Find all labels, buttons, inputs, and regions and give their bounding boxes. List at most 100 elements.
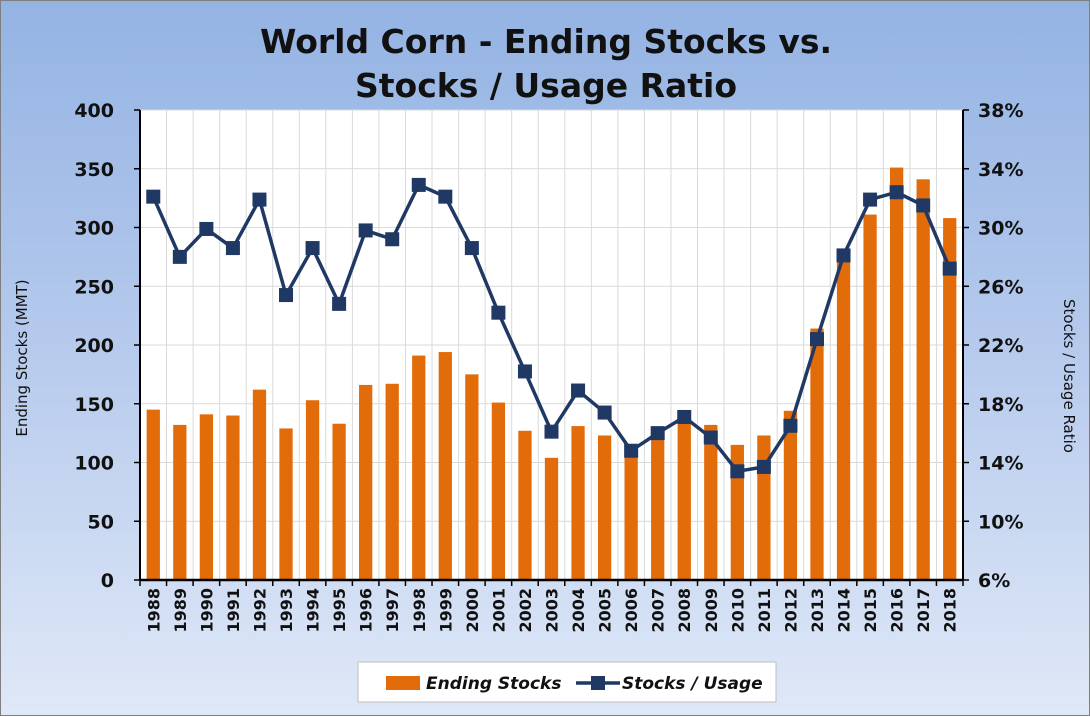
point-1999	[438, 189, 453, 204]
point-2017	[916, 198, 931, 213]
bar-2014	[836, 254, 851, 580]
x-tick-1995: 1995	[330, 588, 349, 633]
bar-2008	[677, 415, 691, 580]
legend-label-ending-stocks: Ending Stocks	[426, 674, 561, 694]
x-tick-2003: 2003	[543, 588, 562, 633]
bar-2004	[571, 426, 585, 580]
bar-2005	[597, 435, 612, 580]
y-right-tick-22%: 22%	[978, 335, 1023, 357]
legend-marker-stocks-usage	[591, 676, 605, 690]
y-right-tick-14%: 14%	[978, 453, 1023, 475]
y-left-tick-100: 100	[74, 453, 114, 475]
bar-1988	[146, 409, 160, 580]
y-right-tick-18%: 18%	[978, 394, 1023, 416]
point-2001	[491, 305, 506, 320]
y-right-tick-30%: 30%	[978, 218, 1023, 240]
x-tick-2006: 2006	[622, 588, 641, 633]
bar-1989	[173, 424, 187, 580]
x-tick-1988: 1988	[144, 588, 163, 633]
x-axis-ticks: 1988 1989 1990 1991 1992 1993 1994 1995 1996 1997…	[144, 588, 959, 633]
bar-2010	[730, 444, 744, 580]
gridlines	[140, 109, 963, 580]
bar-1996	[359, 384, 373, 580]
point-2004	[571, 383, 586, 398]
point-2013	[809, 332, 824, 347]
x-tick-2012: 2012	[781, 588, 800, 633]
point-2003	[544, 424, 559, 439]
bar-2018	[943, 218, 957, 580]
y-right-tick-38%: 38%	[978, 100, 1023, 122]
line-stocks-usage	[146, 177, 957, 479]
point-1991	[225, 241, 240, 256]
x-tick-2018: 2018	[941, 588, 960, 633]
bar-2012	[783, 410, 798, 580]
y-left-tick-50: 50	[88, 511, 114, 533]
y-right-tick-34%: 34%	[978, 159, 1023, 181]
point-1997	[385, 232, 400, 247]
bar-1998	[412, 355, 426, 580]
bar-1997	[385, 383, 399, 580]
x-tick-1996: 1996	[357, 588, 376, 633]
y-right-tick-6%: 6%	[978, 570, 1010, 592]
point-2005	[597, 405, 612, 420]
bar-2001	[491, 402, 506, 580]
point-1989	[172, 249, 187, 264]
bar-2016	[889, 167, 904, 580]
y-left-tick-250: 250	[74, 276, 114, 298]
y-left-tick-350: 350	[74, 159, 114, 181]
bar-2003	[544, 457, 559, 580]
point-2010	[730, 464, 745, 479]
x-tick-1998: 1998	[410, 588, 429, 633]
bar-2009	[704, 424, 718, 580]
point-2012	[783, 418, 798, 433]
bar-2000	[465, 374, 479, 580]
point-1998	[411, 177, 426, 192]
bar-2013	[810, 328, 824, 580]
point-2016	[889, 185, 904, 200]
x-tick-1990: 1990	[197, 588, 216, 633]
y-axis-left-ticks: 0 50 100 150 200 250 300 350 400	[74, 100, 114, 592]
x-tick-1989: 1989	[171, 588, 190, 633]
x-tick-2009: 2009	[702, 588, 721, 633]
x-tick-2002: 2002	[516, 588, 535, 633]
x-tick-2016: 2016	[888, 588, 907, 633]
bar-1995	[332, 423, 346, 580]
bar-1993	[279, 428, 293, 580]
y-left-tick-400: 400	[74, 100, 114, 122]
y-left-tick-150: 150	[74, 394, 114, 416]
chart-title-line-2: Stocks / Usage Ratio	[355, 66, 737, 105]
point-2000	[464, 241, 479, 256]
point-1992	[252, 192, 267, 207]
legend: Ending Stocks Stocks / Usage	[357, 661, 777, 703]
y-left-tick-200: 200	[74, 335, 114, 357]
x-tick-2005: 2005	[596, 588, 615, 633]
bar-2006	[624, 451, 638, 580]
x-tick-2000: 2000	[463, 588, 482, 633]
y-left-tick-0: 0	[101, 570, 114, 592]
point-1996	[358, 223, 373, 238]
bar-1999	[438, 352, 452, 580]
bar-2002	[518, 430, 532, 580]
x-tick-1997: 1997	[383, 588, 402, 633]
x-tick-2008: 2008	[675, 588, 694, 633]
x-tick-2011: 2011	[755, 588, 774, 633]
y-right-tick-10%: 10%	[978, 511, 1023, 533]
bar-2015	[863, 214, 877, 580]
y-axis-right-label: Stocks / Usage Ratio	[1060, 299, 1078, 453]
x-tick-2015: 2015	[861, 588, 880, 633]
point-2011	[756, 459, 771, 474]
point-2014	[836, 248, 851, 263]
x-tick-1991: 1991	[224, 588, 243, 633]
bar-1992	[252, 389, 267, 580]
x-tick-2004: 2004	[569, 588, 588, 633]
point-2006	[624, 443, 639, 458]
y-left-tick-300: 300	[74, 218, 114, 240]
point-2018	[942, 261, 957, 276]
bar-2017	[916, 179, 930, 580]
y-axis-left-label: Ending Stocks (MMT)	[13, 279, 31, 436]
point-1988	[146, 189, 161, 204]
bar-1990	[199, 414, 214, 580]
y-axis-right-ticks: 6% 10% 14% 18% 22% 26% 30% 34% 38%	[978, 100, 1023, 592]
x-tick-1999: 1999	[436, 588, 455, 633]
